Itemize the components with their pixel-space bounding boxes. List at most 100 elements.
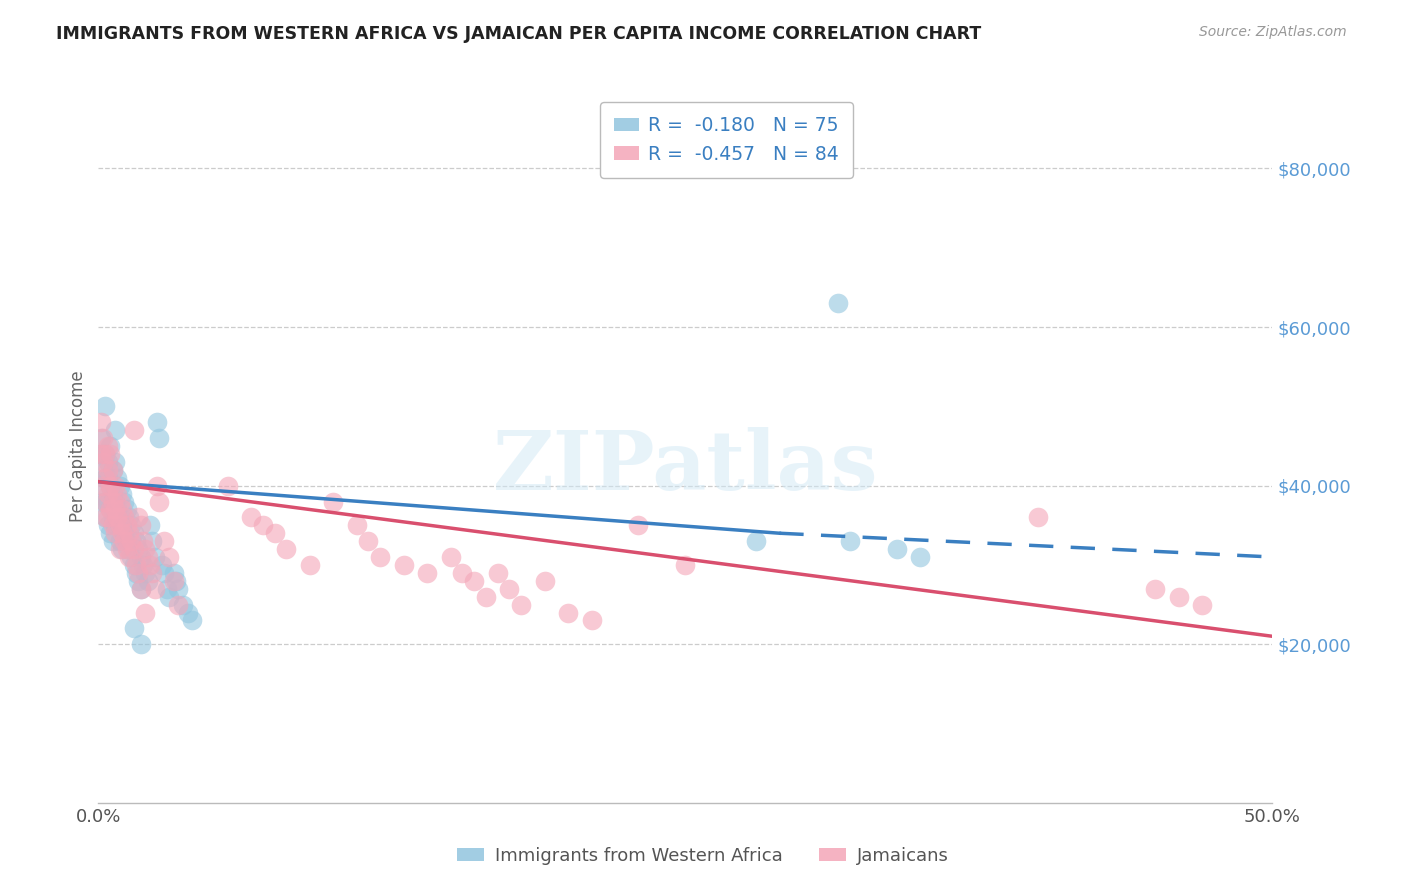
Point (120, 549, 142, 564)
Point (217, 478, 239, 492)
Point (1191, 598, 1213, 612)
Point (125, 534, 148, 549)
Point (111, 518, 134, 533)
Point (127, 574, 149, 588)
Point (148, 431, 170, 445)
Point (90, 415, 112, 429)
Point (125, 558, 148, 572)
Point (510, 598, 533, 612)
Point (136, 574, 159, 588)
Point (94, 510, 117, 524)
Point (146, 415, 169, 429)
Point (165, 574, 187, 588)
Point (908, 549, 931, 564)
Point (105, 471, 128, 485)
Point (101, 486, 124, 500)
Point (181, 614, 204, 628)
Point (276, 542, 298, 557)
Point (94, 494, 117, 508)
Point (155, 582, 177, 596)
Point (1167, 590, 1189, 604)
Point (94, 447, 117, 461)
Point (148, 494, 170, 508)
Point (263, 526, 285, 541)
Point (90, 447, 112, 461)
Point (886, 542, 908, 557)
Point (122, 542, 145, 557)
Point (392, 558, 415, 572)
Point (97, 455, 120, 469)
Point (322, 494, 344, 508)
Point (118, 510, 141, 524)
Point (675, 558, 697, 572)
Point (112, 510, 135, 524)
Point (105, 486, 128, 500)
Point (240, 510, 263, 524)
Point (463, 574, 485, 588)
Point (167, 582, 190, 596)
Point (97, 494, 120, 508)
Point (134, 606, 156, 620)
Point (416, 566, 439, 580)
Point (97, 463, 120, 477)
Point (127, 542, 149, 557)
Point (125, 566, 148, 580)
Point (827, 296, 849, 310)
Point (108, 510, 131, 524)
Point (98, 478, 121, 492)
Point (104, 423, 127, 437)
Legend: Immigrants from Western Africa, Jamaicans: Immigrants from Western Africa, Jamaican… (450, 840, 956, 872)
Point (141, 534, 163, 549)
Point (115, 518, 138, 533)
Point (94, 494, 117, 508)
Point (127, 510, 149, 524)
Point (498, 582, 520, 596)
Point (91, 463, 114, 477)
Point (97, 439, 120, 453)
Point (104, 518, 127, 533)
Point (94, 400, 117, 414)
Point (97, 471, 120, 485)
Point (627, 518, 650, 533)
Text: Source: ZipAtlas.com: Source: ZipAtlas.com (1199, 25, 1347, 39)
Point (162, 574, 184, 588)
Point (101, 518, 124, 533)
Point (108, 478, 131, 492)
Point (357, 534, 380, 549)
Point (97, 486, 120, 500)
Point (132, 534, 155, 549)
Point (118, 549, 141, 564)
Point (176, 606, 198, 620)
Point (98, 502, 121, 516)
Point (134, 542, 156, 557)
Point (745, 534, 768, 549)
Point (533, 574, 555, 588)
Point (112, 534, 135, 549)
Point (94, 510, 117, 524)
Point (298, 558, 321, 572)
Point (111, 502, 134, 516)
Point (346, 518, 368, 533)
Point (108, 494, 131, 508)
Point (91, 478, 114, 492)
Point (132, 558, 155, 572)
Point (368, 549, 391, 564)
Point (104, 455, 127, 469)
Legend: R =  -0.180   N = 75, R =  -0.457   N = 84: R = -0.180 N = 75, R = -0.457 N = 84 (600, 103, 853, 178)
Point (101, 494, 124, 508)
Point (129, 518, 152, 533)
Point (129, 582, 152, 596)
Point (439, 549, 461, 564)
Point (111, 542, 134, 557)
Point (146, 478, 169, 492)
Point (252, 518, 274, 533)
Point (1144, 582, 1167, 596)
Point (98, 478, 121, 492)
Point (98, 439, 121, 453)
Point (1026, 510, 1049, 524)
Point (98, 502, 121, 516)
Point (118, 542, 141, 557)
Point (153, 534, 176, 549)
Point (104, 478, 127, 492)
Point (162, 566, 184, 580)
